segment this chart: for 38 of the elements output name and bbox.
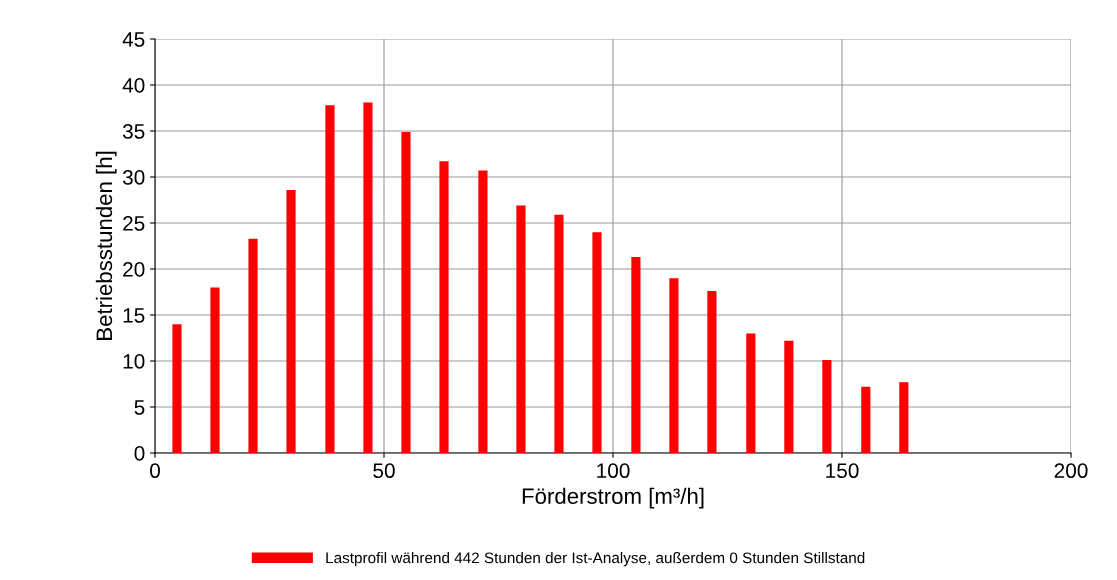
x-tick-label: 100 (597, 463, 630, 479)
bar (210, 287, 220, 453)
bar (248, 238, 258, 453)
bar (286, 189, 296, 453)
bar (478, 170, 488, 453)
bar (669, 278, 679, 453)
bar (784, 340, 794, 453)
bar (439, 161, 449, 453)
bar (746, 333, 756, 453)
y-tick-label: 10 (123, 354, 145, 369)
y-tick-label: 45 (122, 32, 145, 47)
bar (822, 360, 832, 453)
bar (899, 382, 909, 453)
bar (861, 386, 871, 453)
bar (363, 102, 373, 453)
bar (172, 324, 182, 453)
bar (325, 105, 335, 453)
y-tick-label: 40 (122, 78, 145, 93)
x-tick-label: 50 (373, 463, 395, 479)
bar (554, 214, 564, 453)
bar (707, 291, 717, 453)
bar (631, 257, 641, 453)
bar (592, 232, 602, 453)
x-tick-label: 150 (826, 463, 859, 479)
bar (516, 205, 526, 453)
y-tick-label: 20 (123, 262, 145, 277)
y-tick-label: 15 (123, 308, 145, 323)
x-axis-title: Förderstrom [m³/h] (522, 487, 704, 509)
y-tick-label: 5 (134, 400, 145, 415)
legend-label: Lastprofil während 442 Stunden der Ist-Analyse, außerdem 0 Stunden Stillstand (326, 552, 865, 567)
y-tick-label: 0 (134, 446, 145, 461)
x-tick-label: 0 (150, 463, 160, 479)
y-axis-title: Betriebsstunden [h] (95, 151, 117, 340)
y-tick-label: 30 (122, 170, 145, 185)
x-tick-label: 200 (1054, 463, 1088, 479)
bar (401, 131, 411, 453)
y-tick-label: 25 (123, 216, 145, 231)
y-tick-label: 35 (122, 124, 145, 139)
